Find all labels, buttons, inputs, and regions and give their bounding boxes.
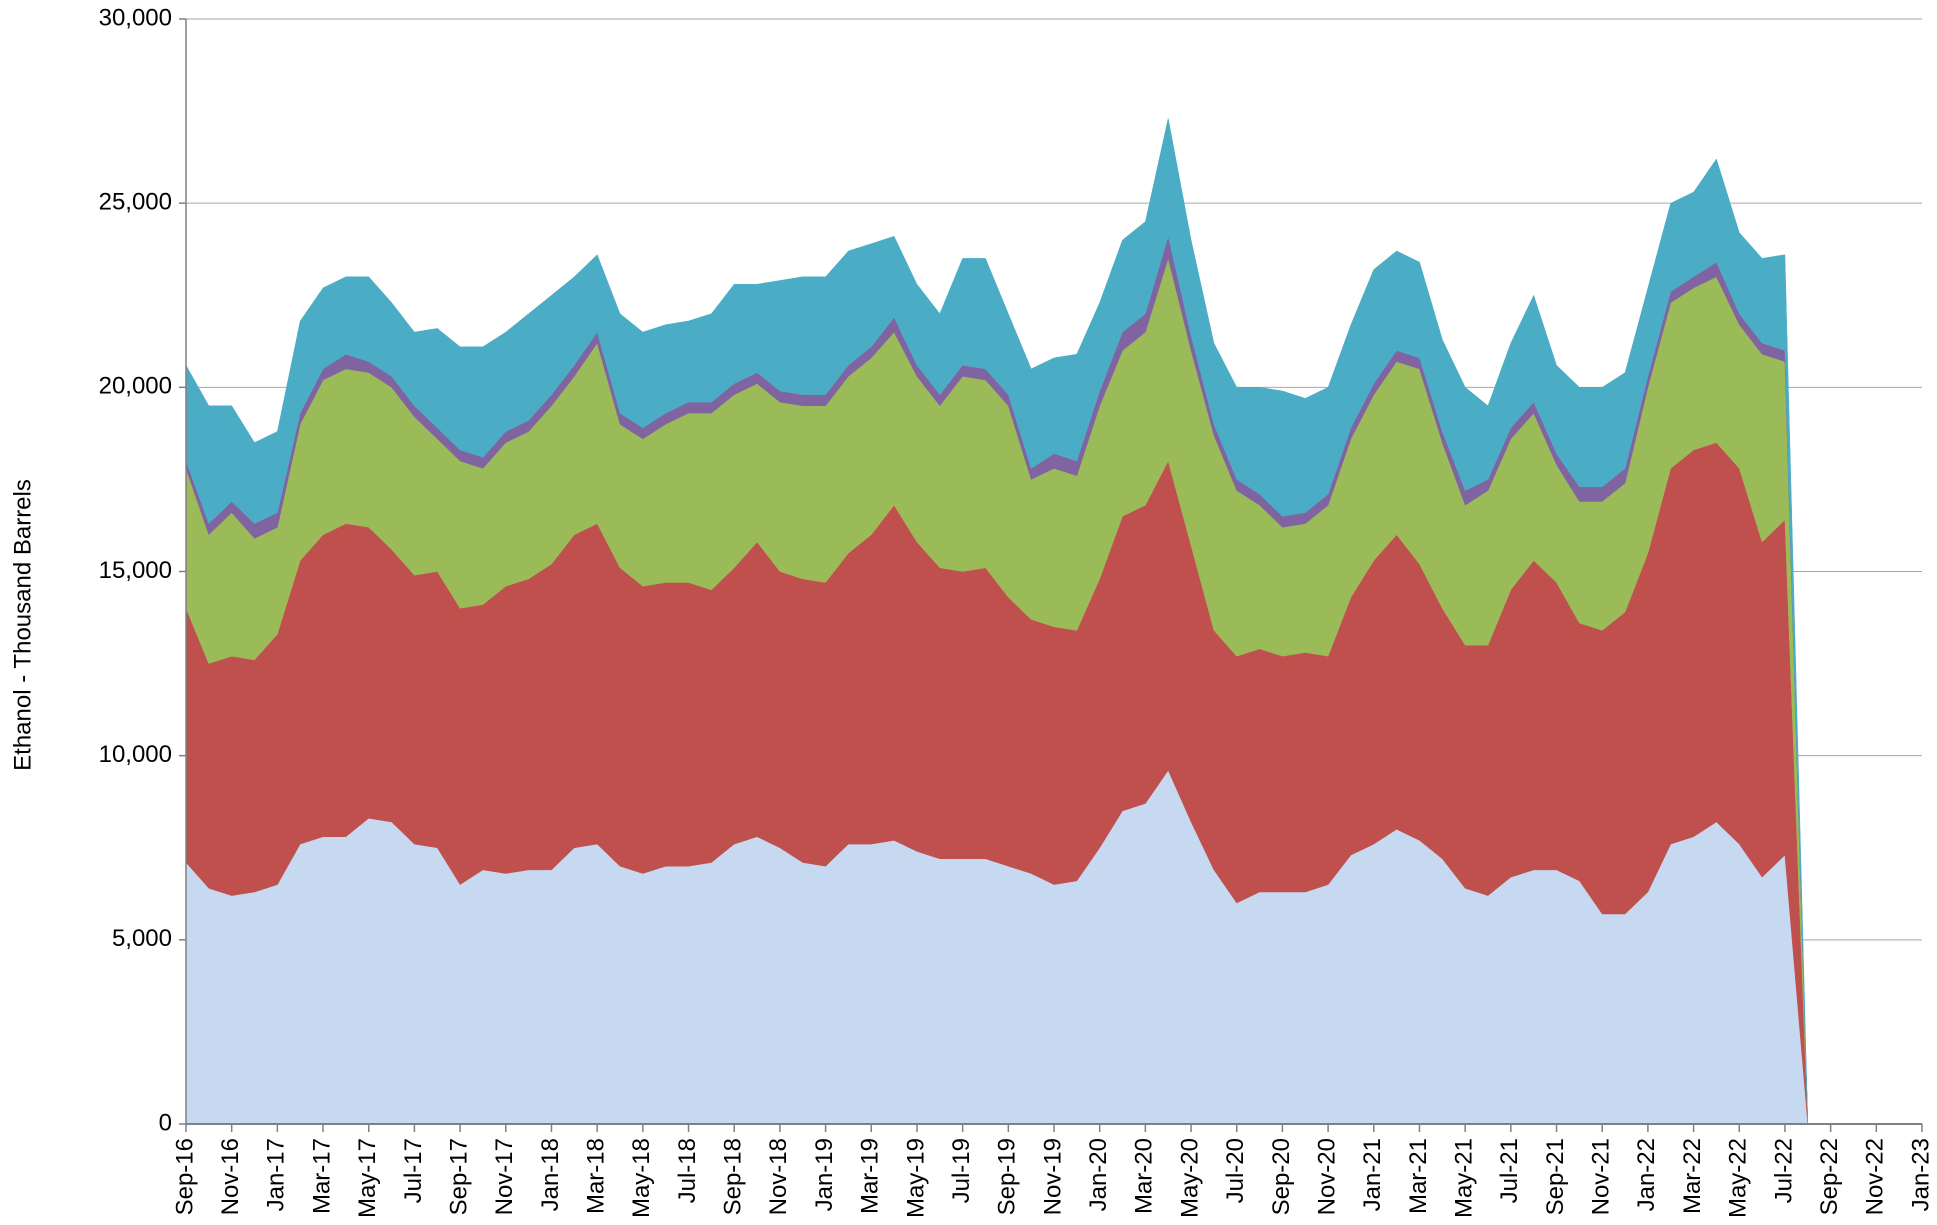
x-tick-label: Mar-22	[1679, 1138, 1706, 1214]
y-tick-label: 10,000	[99, 741, 172, 768]
x-tick-label: Jan-23	[1907, 1138, 1934, 1211]
x-tick-label: Jul-18	[674, 1138, 701, 1203]
y-tick-label: 25,000	[99, 189, 172, 216]
x-tick-label: Sep-21	[1542, 1138, 1569, 1215]
x-tick-label: Nov-16	[217, 1138, 244, 1215]
x-tick-label: Nov-22	[1862, 1138, 1889, 1215]
x-tick-label: Jan-18	[537, 1138, 564, 1211]
x-tick-label: Mar-18	[583, 1138, 610, 1214]
x-tick-label: Jul-17	[400, 1138, 427, 1203]
x-tick-label: Nov-20	[1313, 1138, 1340, 1215]
x-tick-label: Sep-17	[445, 1138, 472, 1215]
x-tick-label: Jan-20	[1085, 1138, 1112, 1211]
x-tick-label: Sep-22	[1816, 1138, 1843, 1215]
x-tick-label: Mar-17	[308, 1138, 335, 1214]
x-tick-label: Mar-20	[1131, 1138, 1158, 1214]
x-tick-label: May-20	[1176, 1138, 1203, 1218]
y-tick-label: 15,000	[99, 557, 172, 584]
x-tick-label: Nov-18	[765, 1138, 792, 1215]
x-tick-label: Jul-20	[1222, 1138, 1249, 1203]
x-tick-label: Jan-19	[811, 1138, 838, 1211]
x-tick-label: Mar-21	[1405, 1138, 1432, 1214]
x-tick-label: Sep-16	[171, 1138, 198, 1215]
x-tick-label: May-18	[628, 1138, 655, 1218]
x-tick-label: Sep-20	[1268, 1138, 1295, 1215]
x-tick-label: Nov-19	[1039, 1138, 1066, 1215]
x-tick-label: Jul-19	[948, 1138, 975, 1203]
x-tick-label: Sep-18	[720, 1138, 747, 1215]
x-tick-label: Jul-21	[1496, 1138, 1523, 1203]
y-tick-label: 5,000	[112, 925, 172, 952]
x-tick-label: May-22	[1725, 1138, 1752, 1218]
x-tick-label: Jan-17	[263, 1138, 290, 1211]
y-tick-label: 30,000	[99, 4, 172, 31]
y-axis-label: Ethanol - Thousand Barrels	[9, 479, 36, 771]
x-tick-label: May-19	[902, 1138, 929, 1218]
x-tick-label: May-21	[1451, 1138, 1478, 1218]
x-tick-label: Sep-19	[994, 1138, 1021, 1215]
x-tick-label: Nov-17	[491, 1138, 518, 1215]
x-tick-label: May-17	[354, 1138, 381, 1218]
y-tick-label: 20,000	[99, 373, 172, 400]
x-tick-label: Mar-19	[857, 1138, 884, 1214]
x-tick-label: Jan-21	[1359, 1138, 1386, 1211]
x-tick-label: Nov-21	[1588, 1138, 1615, 1215]
x-tick-label: Jan-22	[1633, 1138, 1660, 1211]
x-tick-label: Jul-22	[1770, 1138, 1797, 1203]
y-tick-label: 0	[159, 1109, 172, 1136]
